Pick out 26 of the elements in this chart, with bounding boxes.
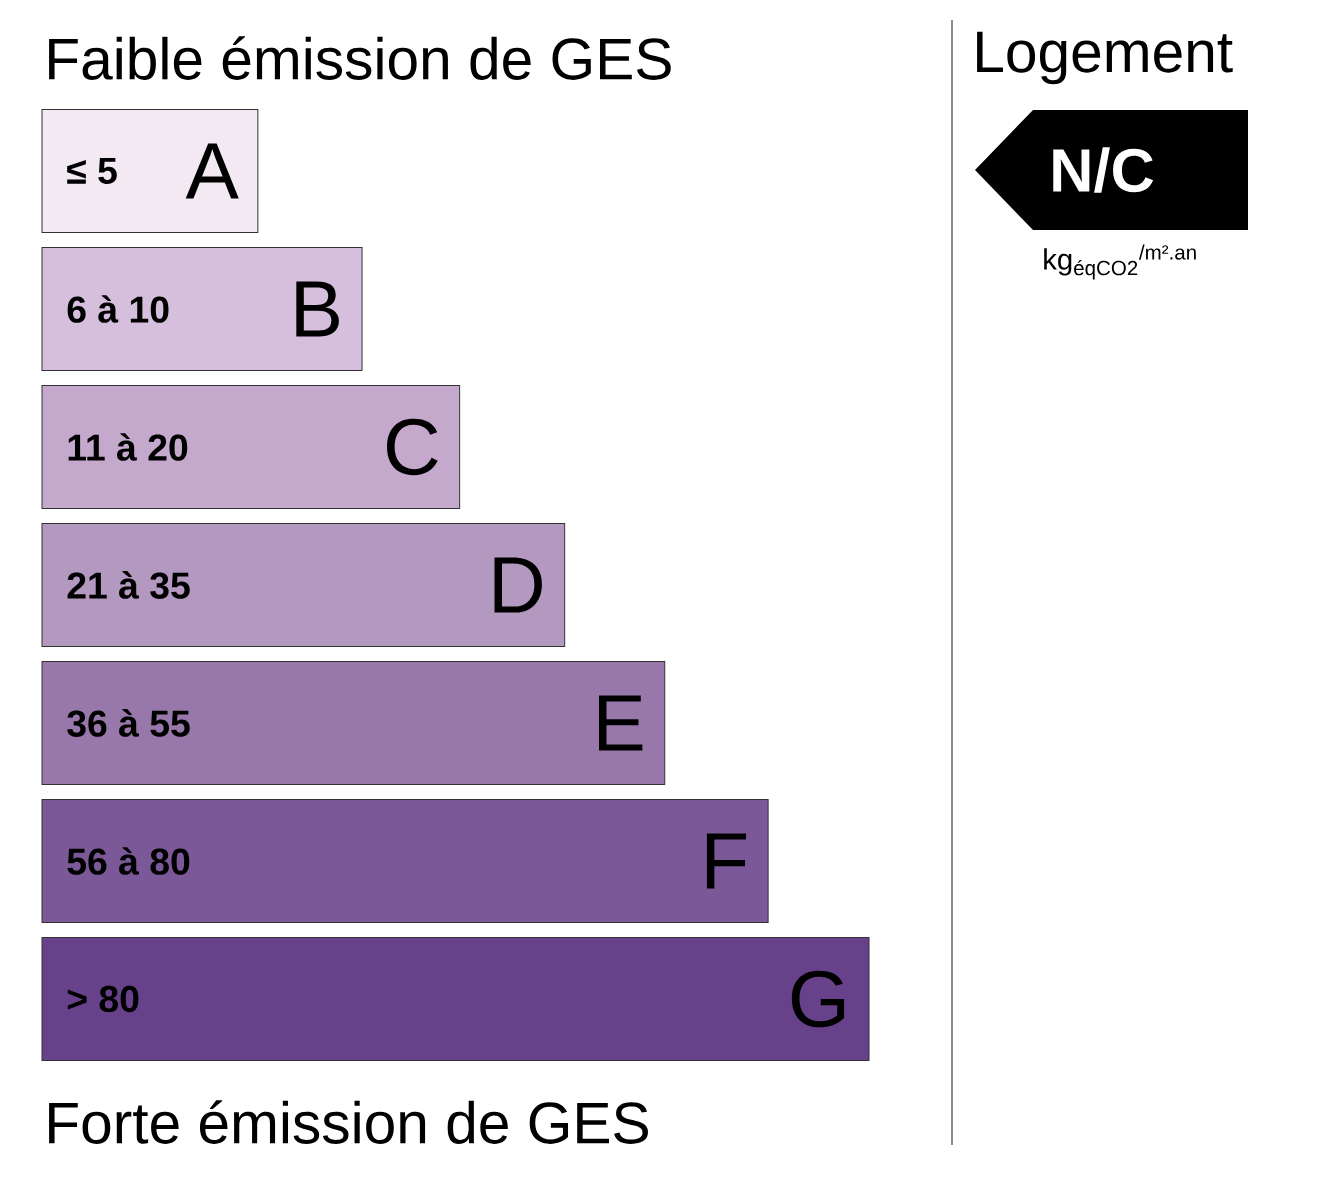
bar [41, 799, 769, 923]
bar [41, 385, 461, 509]
y-tick-label: 21 à 35 [67, 571, 190, 599]
y-tick-label: 6 à 10 [67, 295, 169, 323]
annotation: F [706, 833, 746, 889]
bar [41, 109, 259, 233]
text: Forte émission de GES [49, 1100, 648, 1144]
y-tick-label: ≤ 5 [67, 157, 117, 185]
bar [41, 523, 566, 647]
y-tick-label: 36 à 55 [67, 709, 190, 737]
annotation: A [185, 143, 239, 199]
bar [41, 661, 666, 785]
chart-title: Faible émission de GES [49, 36, 671, 80]
annotation: D [494, 557, 542, 613]
annotation: G [791, 970, 845, 1028]
annotation: B [296, 281, 339, 337]
y-tick-label: > 80 [67, 985, 139, 1013]
annotation: C [386, 418, 438, 476]
bar [41, 247, 363, 371]
y-tick-label: 11 à 20 [68, 433, 188, 461]
text: Logement [977, 31, 1233, 85]
annotation: E [599, 695, 643, 751]
text: kg$_{éqCO2}$/m².an [1044, 244, 1196, 280]
y-tick-label: 56 à 80 [67, 847, 190, 875]
bar [41, 937, 870, 1061]
text: N/C [1053, 147, 1154, 193]
